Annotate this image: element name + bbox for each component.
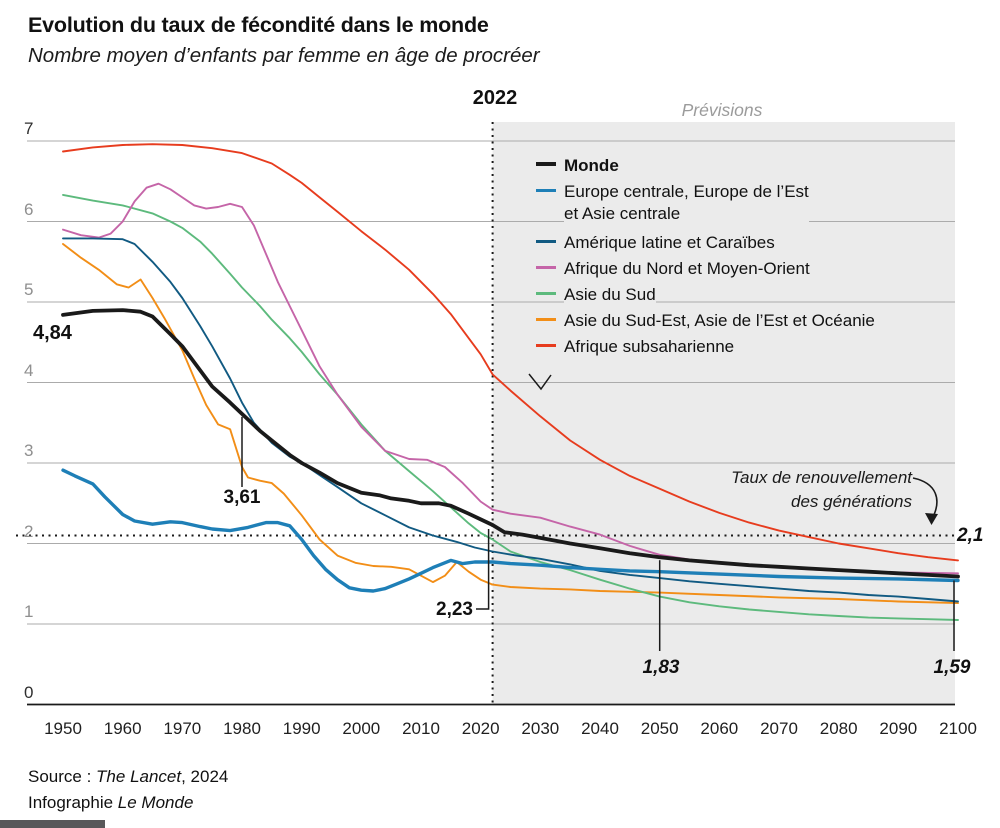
y-tick-label: 0	[24, 682, 34, 702]
chart-legend: Monde Europe centrale, Europe de l’Est et…	[536, 155, 875, 362]
x-tick-label: 2020	[461, 719, 500, 738]
legend-item-asie-sud: Asie du Sud	[536, 284, 875, 305]
value-label-world-2022: 2,23	[436, 599, 473, 620]
x-tick-label: 1960	[103, 719, 142, 738]
series-line-asie-sud	[62, 193, 959, 621]
value-label-world-1980: 3,61	[223, 487, 261, 508]
x-tick-label: 2050	[640, 719, 679, 738]
forecast-divider-year-label: 2022	[472, 87, 518, 109]
x-tick-label: 2030	[521, 719, 560, 738]
legend-swatch-amerique-latine	[536, 240, 556, 243]
value-label-replacement-rate: 2,1	[957, 525, 984, 546]
page-title: Evolution du taux de fécondité dans le m…	[28, 13, 489, 37]
legend-item-amerique-latine: Amérique latine et Caraïbes	[536, 232, 875, 253]
y-tick-label: 6	[24, 199, 34, 219]
y-tick-label: 4	[24, 360, 34, 380]
y-tick-label: 2	[24, 521, 34, 541]
legend-swatch-asie-sud	[536, 292, 556, 295]
replacement-note-line2: des générations	[791, 492, 912, 511]
page-subtitle: Nombre moyen d’enfants par femme en âge …	[28, 44, 540, 67]
legend-pointer-notch	[528, 373, 552, 391]
x-tick-label: 1980	[223, 719, 261, 738]
y-tick-label: 3	[24, 441, 34, 460]
value-label-world-2050: 1,83	[642, 657, 680, 678]
value-label-world-1950: 4,84	[33, 322, 72, 344]
x-tick-label: 2060	[700, 719, 739, 738]
y-tick-label: 5	[24, 280, 34, 299]
x-tick-label: 2000	[342, 719, 381, 738]
replacement-note-line1: Taux de renouvellement	[731, 468, 912, 487]
x-tick-label: 2010	[402, 719, 440, 738]
forecast-region-label: Prévisions	[681, 100, 763, 120]
x-tick-label: 2070	[760, 719, 798, 738]
legend-item-afrique-subsaharienne: Afrique subsaharienne	[536, 336, 875, 357]
replacement-note-arrowhead	[925, 513, 938, 525]
source-line: Source : The Lancet, 2024	[28, 767, 229, 786]
x-tick-label: 2080	[819, 719, 858, 738]
series-line-europe-centrale	[61, 468, 960, 593]
x-tick-label: 1990	[282, 719, 321, 738]
series-line-asie-sud-est	[62, 243, 959, 605]
legend-swatch-europe-centrale	[536, 189, 556, 192]
legend-swatch-afrique-nord	[536, 266, 556, 269]
legend-item-afrique-nord: Afrique du Nord et Moyen-Orient	[536, 258, 875, 279]
legend-swatch-asie-sud-est	[536, 318, 556, 321]
legend-item-monde: Monde	[536, 155, 875, 176]
source-block: Source : The Lancet, 2024 Infographie Le…	[28, 764, 228, 816]
legend-swatch-monde	[536, 162, 556, 166]
series-line-amerique-latine	[62, 237, 959, 603]
x-tick-label: 1950	[44, 719, 82, 738]
legend-item-asie-sud-est: Asie du Sud-Est, Asie de l’Est et Océani…	[536, 310, 875, 331]
y-tick-label: 1	[24, 602, 34, 621]
x-tick-label: 2040	[581, 719, 619, 738]
replacement-rate-note: Taux de renouvellement des générations	[731, 466, 912, 514]
y-tick-label: 7	[24, 119, 34, 138]
series-line-afrique-subsaharienne	[62, 143, 959, 562]
x-tick-label: 2090	[879, 719, 918, 738]
series-line-monde	[61, 308, 960, 579]
x-tick-label: 2100	[939, 719, 977, 738]
x-tick-label: 1970	[163, 719, 202, 738]
annotation-leader	[476, 529, 490, 610]
bottom-bar	[0, 820, 105, 828]
legend-item-europe-centrale: Europe centrale, Europe de l’Est et Asie …	[536, 181, 875, 225]
value-label-world-2100: 1,59	[933, 657, 971, 678]
credit-line: Infographie Le Monde	[28, 793, 194, 812]
legend-swatch-afrique-subsaharienne	[536, 344, 556, 347]
